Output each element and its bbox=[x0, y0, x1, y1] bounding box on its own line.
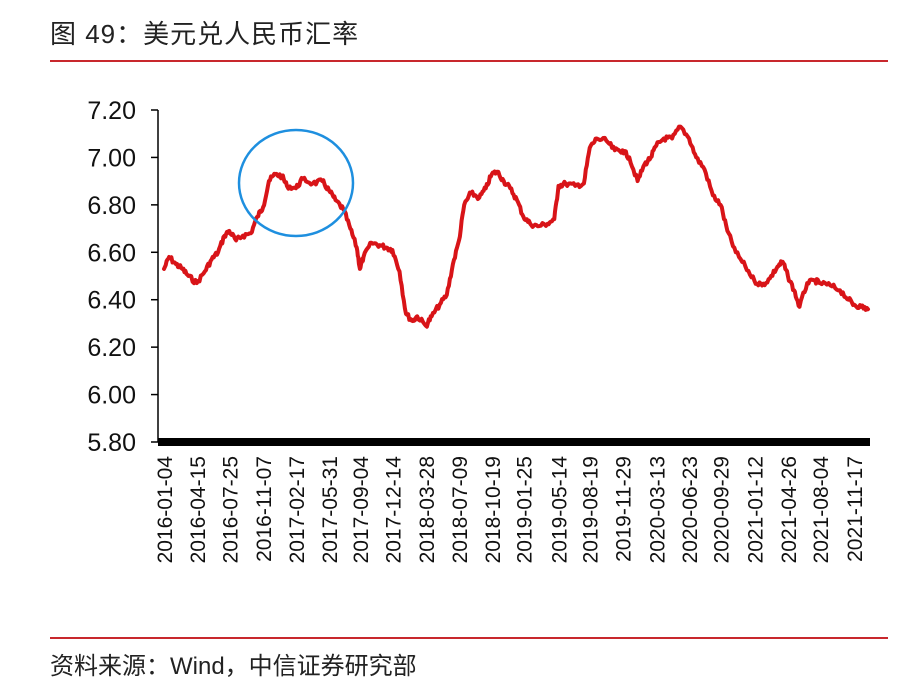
x-tick-label: 2019-05-14 bbox=[548, 456, 571, 564]
y-tick-label: 6.20 bbox=[87, 334, 136, 362]
header-rule bbox=[50, 60, 888, 62]
x-tick-label: 2021-04-26 bbox=[778, 456, 801, 563]
x-tick-label: 2021-11-17 bbox=[844, 456, 867, 562]
y-tick-label: 6.80 bbox=[87, 192, 136, 220]
x-tick-label: 2018-10-19 bbox=[482, 456, 505, 563]
x-tick-label: 2019-08-19 bbox=[580, 456, 603, 563]
x-axis-line bbox=[158, 438, 870, 446]
x-tick-label: 2018-07-09 bbox=[449, 456, 472, 563]
x-tick-label: 2016-04-15 bbox=[187, 456, 210, 563]
y-tick-label: 7.00 bbox=[87, 144, 136, 172]
y-axis: 7.20 7.00 6.80 6.60 6.40 6.20 6.00 5.80 bbox=[87, 97, 159, 457]
x-tick-label: 2020-09-29 bbox=[711, 456, 734, 563]
y-tick-label: 5.80 bbox=[87, 429, 136, 457]
figure-title: 图 49：美元兑人民币汇率 bbox=[50, 19, 360, 49]
x-tick-label: 2016-01-04 bbox=[154, 456, 177, 564]
x-tick-label: 2016-11-07 bbox=[253, 456, 276, 562]
x-tick-label: 2017-12-14 bbox=[382, 456, 405, 564]
x-tick-label: 2019-11-29 bbox=[613, 456, 636, 562]
y-tick-label: 6.00 bbox=[87, 382, 136, 410]
x-tick-label: 2018-03-28 bbox=[416, 456, 439, 563]
series-layer bbox=[162, 124, 870, 329]
series-line-usd-cny bbox=[162, 124, 870, 329]
y-tick-label: 7.20 bbox=[87, 97, 136, 125]
source-note: 资料来源：Wind，中信证券研究部 bbox=[50, 653, 417, 680]
x-tick-label: 2017-02-17 bbox=[286, 456, 309, 563]
x-tick-label: 2019-01-25 bbox=[513, 456, 536, 563]
x-tick-label: 2017-09-04 bbox=[350, 456, 373, 564]
x-tick-label: 2020-06-23 bbox=[679, 456, 702, 563]
x-axis: 2016-01-04 2016-04-15 2016-07-25 2016-11-07… bbox=[154, 438, 870, 563]
x-tick-label: 2021-08-04 bbox=[810, 456, 833, 564]
x-tick-label: 2017-05-31 bbox=[319, 456, 342, 563]
y-tick-label: 6.40 bbox=[87, 287, 136, 315]
x-tick-label: 2016-07-25 bbox=[219, 456, 242, 563]
annotation-circle bbox=[237, 128, 355, 238]
x-tick-label: 2021-01-12 bbox=[744, 456, 767, 563]
x-tick-label: 2020-03-13 bbox=[646, 456, 669, 563]
y-tick-label: 6.60 bbox=[87, 239, 136, 267]
footer-rule bbox=[50, 637, 888, 639]
